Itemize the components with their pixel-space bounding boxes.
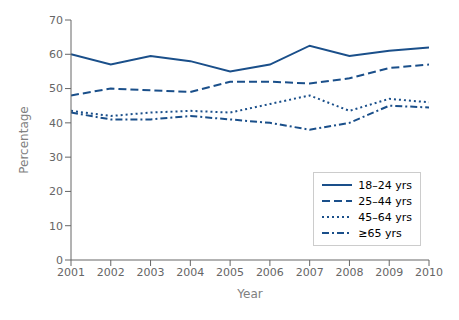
svg-text:60: 60 <box>49 48 63 61</box>
svg-text:2006: 2006 <box>256 266 284 279</box>
svg-text:2010: 2010 <box>415 266 443 279</box>
svg-text:Percentage: Percentage <box>17 106 31 174</box>
html-text:≥65 yrs: ≥65 yrs <box>358 226 402 240</box>
svg-text:2001: 2001 <box>57 266 85 279</box>
svg-text:2005: 2005 <box>216 266 244 279</box>
svg-text:40: 40 <box>49 117 63 130</box>
svg-text:Year: Year <box>236 287 262 301</box>
svg-text:2004: 2004 <box>176 266 204 279</box>
svg-text:2007: 2007 <box>296 266 324 279</box>
svg-text:0: 0 <box>56 254 63 267</box>
svg-text:2009: 2009 <box>375 266 403 279</box>
html-text:25–44 yrs: 25–44 yrs <box>358 194 412 208</box>
svg-text:30: 30 <box>49 151 63 164</box>
svg-text:50: 50 <box>49 82 63 95</box>
svg-text:10: 10 <box>49 220 63 233</box>
svg-text:2003: 2003 <box>137 266 165 279</box>
svg-text:70: 70 <box>49 14 63 27</box>
svg-text:20: 20 <box>49 185 63 198</box>
svg-text:2008: 2008 <box>335 266 363 279</box>
svg-text:2002: 2002 <box>97 266 125 279</box>
html-text:45–64 yrs: 45–64 yrs <box>358 210 412 224</box>
html-text:18–24 yrs: 18–24 yrs <box>358 178 412 192</box>
